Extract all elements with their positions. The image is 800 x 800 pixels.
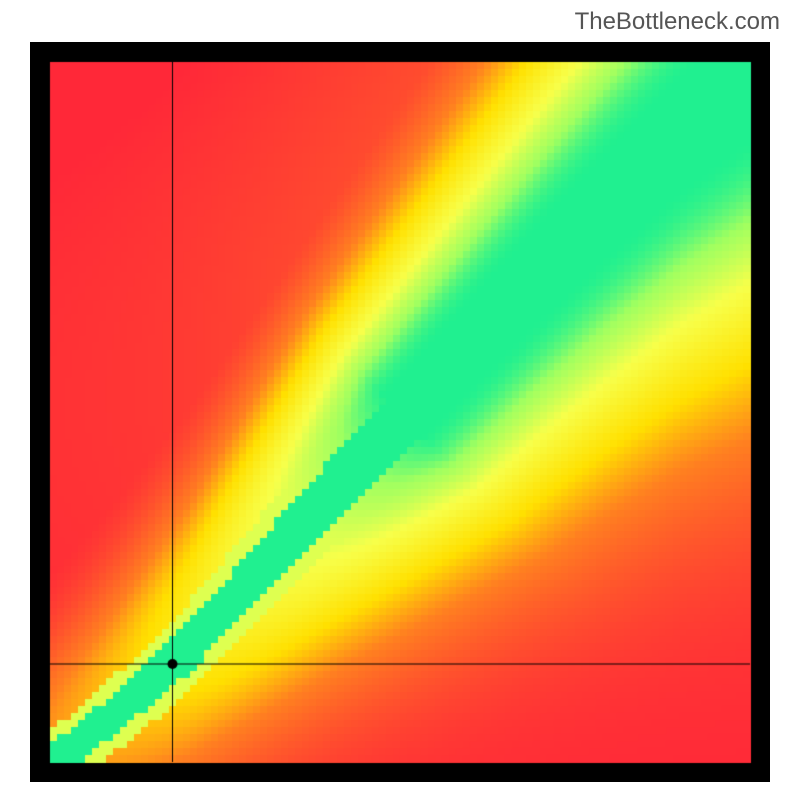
heatmap-canvas: [30, 42, 770, 782]
watermark-text: TheBottleneck.com: [575, 8, 780, 36]
heatmap-chart: [30, 42, 770, 782]
